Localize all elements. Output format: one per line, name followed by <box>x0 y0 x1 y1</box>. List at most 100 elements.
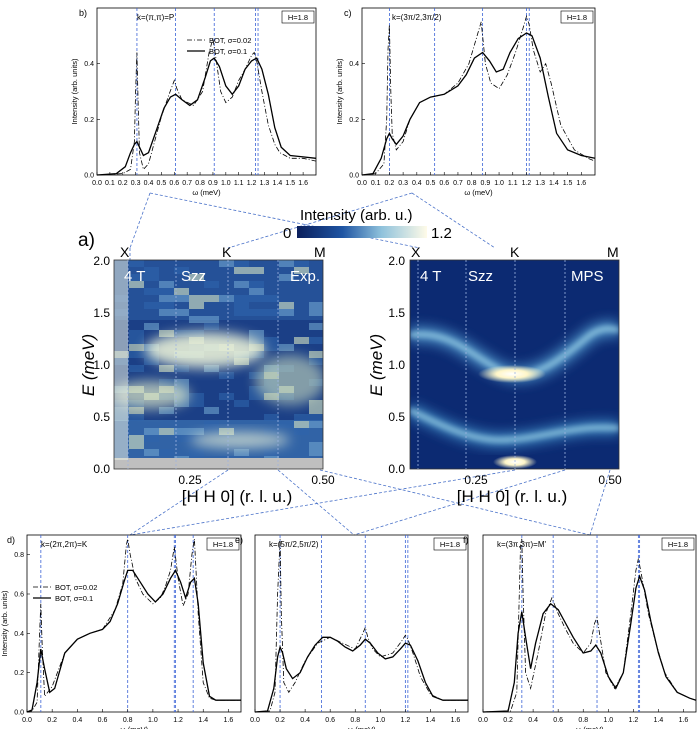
exp-ytick: 1.0 <box>93 358 110 372</box>
x-tick-label: 0.4 <box>72 717 82 724</box>
x-tick-label: 0.2 <box>385 180 395 187</box>
x-axis-label: ω (meV) <box>464 188 493 197</box>
heatmap-cell <box>264 309 279 316</box>
heatmap-cell <box>189 428 204 435</box>
x-tick-label: 1.5 <box>563 180 573 187</box>
y-axis-label: Intensity (arb. units) <box>335 58 344 124</box>
panel-letter: d) <box>7 535 15 545</box>
x-tick-label: 1.2 <box>522 180 532 187</box>
heatmap-cell <box>279 274 294 281</box>
x-tick-label: 1.1 <box>508 180 518 187</box>
colorbar-label: Intensity (arb. u.) <box>300 207 413 224</box>
field-label: H=1.8 <box>288 13 308 22</box>
heatmap-cell <box>189 393 204 400</box>
heatmap-cell <box>174 379 189 386</box>
x-tick-label: 0.6 <box>98 717 108 724</box>
heatmap-cell <box>174 288 189 295</box>
exp-ylabel: E (meV) <box>79 334 98 396</box>
x-tick-label: 0.6 <box>325 717 335 724</box>
y-tick-label: 0.0 <box>14 710 24 717</box>
heatmap-cell <box>129 365 144 372</box>
heatmap-cell <box>189 449 204 456</box>
x-tick-label: 0.9 <box>208 180 218 187</box>
heatmap-cell <box>129 281 144 288</box>
y-tick-label: 0.0 <box>84 173 94 180</box>
plot-frame <box>254 534 469 713</box>
x-tick-label: 0.6 <box>553 717 563 724</box>
exp-yticks: 0.0 0.5 1.0 1.5 2.0 <box>93 254 110 476</box>
exp-component-label: Szz <box>181 268 206 285</box>
heatmap-cell <box>219 428 234 435</box>
heatmap-cell <box>309 302 323 309</box>
heatmap-cell <box>294 421 309 428</box>
legend: BOT, σ=0.02 BOT, σ=0.1 <box>33 583 97 603</box>
heatmap-cell <box>309 421 323 428</box>
x-tick-label: 1.2 <box>628 717 638 724</box>
heatmap-cell <box>189 295 204 302</box>
x-tick-label: 1.0 <box>148 717 158 724</box>
series-line-sigma-0.02 <box>361 14 596 176</box>
colorbar-max: 1.2 <box>431 225 452 242</box>
field-box-frame <box>206 537 240 551</box>
x-tick-label: 0.8 <box>195 180 205 187</box>
y-tick-label: 0.2 <box>14 670 24 677</box>
x-tick-label: 0.4 <box>412 180 422 187</box>
x-tick-label: 0.0 <box>250 717 260 724</box>
panel-a-label: a) <box>78 230 95 251</box>
x-axis-label: ω (meV) <box>120 725 149 729</box>
mps-top-label-x: X <box>411 244 421 260</box>
heatmap-cell <box>249 393 264 400</box>
heatmap-cell <box>234 400 249 407</box>
heatmap-cell <box>249 337 264 344</box>
panel-letter: b) <box>79 8 87 18</box>
heatmap-cell <box>144 428 159 435</box>
heatmap-cell <box>234 302 249 309</box>
heatmap-cell <box>204 281 219 288</box>
exp-ytick: 2.0 <box>93 254 110 268</box>
heatmap-cell <box>309 414 323 421</box>
heatmap-cell <box>264 449 279 456</box>
mps-top-label-k: K <box>510 244 520 260</box>
heatmap-cell <box>309 407 323 414</box>
exp-ytick: 0.5 <box>93 410 110 424</box>
exp-ytick: 1.5 <box>93 306 110 320</box>
heatmap-cell <box>234 309 249 316</box>
heatmap-cell <box>204 323 219 330</box>
exp-xlabel: [H H 0] (r. l. u.) <box>182 487 293 506</box>
mps-ytick: 2.0 <box>388 254 405 268</box>
heatmap-cell <box>249 386 264 393</box>
heatmap-cell <box>309 323 323 330</box>
mps-ytick: 1.0 <box>388 358 405 372</box>
x-tick-label: 0.3 <box>398 180 408 187</box>
kpoint-label: k=(3π/2,3π/2) <box>392 13 442 22</box>
exp-source-label: Exp. <box>290 268 320 285</box>
exp-ytick: 0.0 <box>93 462 110 476</box>
mps-xlabel: [H H 0] (r. l. u.) <box>457 487 568 506</box>
heatmap-cell <box>144 288 159 295</box>
heatmap-cell <box>174 365 189 372</box>
heatmap-cell <box>234 449 249 456</box>
x-tick-label: 1.5 <box>285 180 295 187</box>
x-tick-label: 0.8 <box>350 717 360 724</box>
heatmap-cell <box>129 414 144 421</box>
heatmap-cell <box>204 295 219 302</box>
heatmap-cell <box>159 309 174 316</box>
x-tick-label: 1.4 <box>426 717 436 724</box>
kpoint-label: k=(3π,3π)=M' <box>497 540 546 549</box>
heatmap-cell <box>249 309 264 316</box>
mps-source-label: MPS <box>571 268 604 285</box>
heatmap-cell <box>144 449 159 456</box>
heatmap-mps: 4 T Szz MPS X K M 0.0 0.5 1.0 1.5 2.0 0.… <box>367 244 622 506</box>
y-tick-label: 0.6 <box>14 592 24 599</box>
exp-xtick: 0.25 <box>178 473 202 487</box>
heatmap-cell <box>309 442 323 449</box>
kpoint-label: k=(2π,2π)=K <box>41 540 88 549</box>
series-line-sigma-0.02 <box>482 538 697 713</box>
heatmap-cell <box>249 295 264 302</box>
heatmap-cell <box>294 414 309 421</box>
x-tick-label: 1.4 <box>272 180 282 187</box>
connector-lines <box>129 192 611 536</box>
heatmap-cell <box>309 358 323 365</box>
legend-label: BOT, σ=0.1 <box>209 47 247 56</box>
